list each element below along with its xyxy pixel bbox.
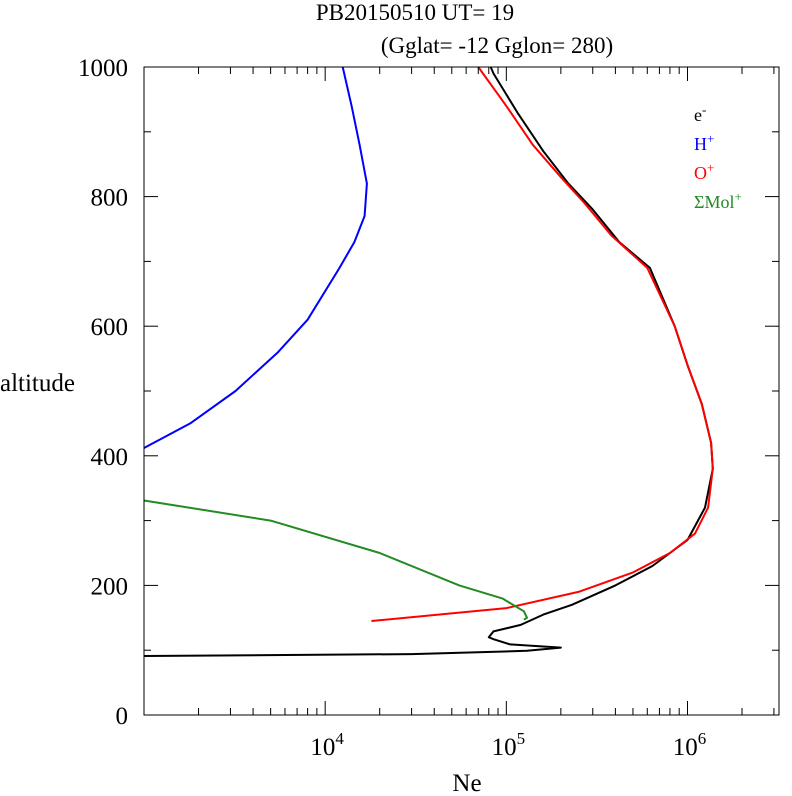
chart-subtitle: (Gglat= -12 Gglon= 280) <box>381 33 613 58</box>
legend-item-3: ΣMol+ <box>694 189 742 212</box>
legend-item-1: H+ <box>694 131 714 154</box>
x-tick-label: 105 <box>492 729 525 761</box>
series-line-1 <box>143 66 368 449</box>
y-tick-label: 200 <box>91 573 129 600</box>
ticks-layer: 0 200 400 600 800 1000 104 105 106 <box>78 55 779 761</box>
plot-frame <box>143 66 780 716</box>
chart-title: PB20150510 UT= 19 <box>316 0 514 25</box>
y-tick-label: 800 <box>91 185 129 212</box>
series-layer <box>143 66 714 657</box>
x-axis-label: Ne <box>452 770 481 796</box>
x-tick-label: 104 <box>310 729 344 761</box>
series-line-0 <box>143 66 714 657</box>
x-tick-label: 106 <box>673 729 707 761</box>
series-line-2 <box>371 66 714 622</box>
y-axis-label: altitude <box>0 370 75 397</box>
legend-item-0: e- <box>694 102 706 125</box>
y-tick-label: 600 <box>91 314 129 341</box>
y-tick-label: 0 <box>116 703 129 730</box>
legend: e- H+ O+ ΣMol+ <box>694 102 742 212</box>
y-tick-label: 1000 <box>78 55 128 82</box>
y-tick-label: 400 <box>91 444 129 471</box>
legend-item-2: O+ <box>694 160 714 183</box>
series-line-3 <box>143 499 528 621</box>
